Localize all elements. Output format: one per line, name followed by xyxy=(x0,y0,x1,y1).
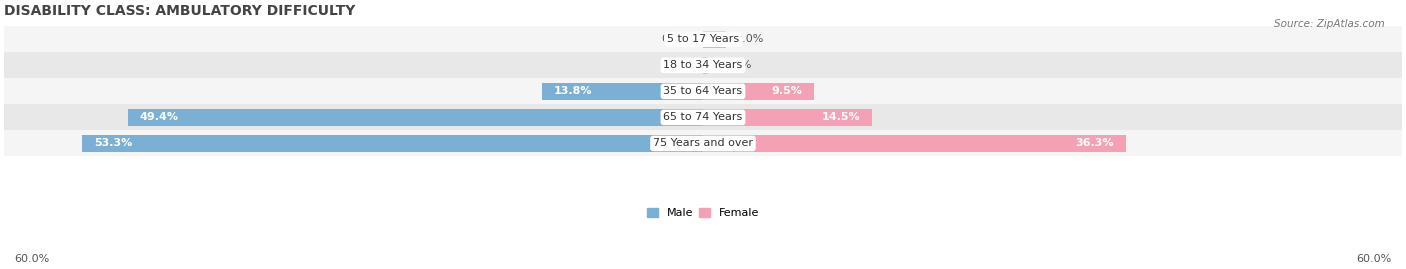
Bar xyxy=(4,104,1402,130)
Text: Source: ZipAtlas.com: Source: ZipAtlas.com xyxy=(1274,19,1385,29)
Text: 18 to 34 Years: 18 to 34 Years xyxy=(664,60,742,70)
Text: 14.5%: 14.5% xyxy=(821,112,860,122)
Text: 5 to 17 Years: 5 to 17 Years xyxy=(666,34,740,44)
Bar xyxy=(4,130,1402,157)
Text: 9.5%: 9.5% xyxy=(770,86,801,96)
Text: 60.0%: 60.0% xyxy=(14,254,49,264)
Bar xyxy=(543,83,703,100)
Bar xyxy=(4,78,1402,104)
Text: 13.8%: 13.8% xyxy=(554,86,592,96)
Text: 75 Years and over: 75 Years and over xyxy=(652,139,754,148)
Text: 0.0%: 0.0% xyxy=(661,34,689,44)
Bar xyxy=(703,135,1126,152)
Text: 49.4%: 49.4% xyxy=(139,112,179,122)
Bar xyxy=(4,52,1402,78)
Text: 65 to 74 Years: 65 to 74 Years xyxy=(664,112,742,122)
Bar xyxy=(703,83,814,100)
Bar xyxy=(82,135,703,152)
Bar xyxy=(703,57,707,74)
Bar xyxy=(703,109,872,126)
Legend: Male, Female: Male, Female xyxy=(643,203,763,222)
Text: DISABILITY CLASS: AMBULATORY DIFFICULTY: DISABILITY CLASS: AMBULATORY DIFFICULTY xyxy=(4,4,356,18)
Bar xyxy=(128,109,703,126)
Text: 35 to 64 Years: 35 to 64 Years xyxy=(664,86,742,96)
Text: 53.3%: 53.3% xyxy=(94,139,132,148)
Text: 60.0%: 60.0% xyxy=(1357,254,1392,264)
Bar xyxy=(4,26,1402,52)
Text: 2.0%: 2.0% xyxy=(735,34,763,44)
Text: 36.3%: 36.3% xyxy=(1076,139,1114,148)
Text: 0.38%: 0.38% xyxy=(717,60,752,70)
Bar xyxy=(703,31,727,48)
Text: 0.0%: 0.0% xyxy=(661,60,689,70)
